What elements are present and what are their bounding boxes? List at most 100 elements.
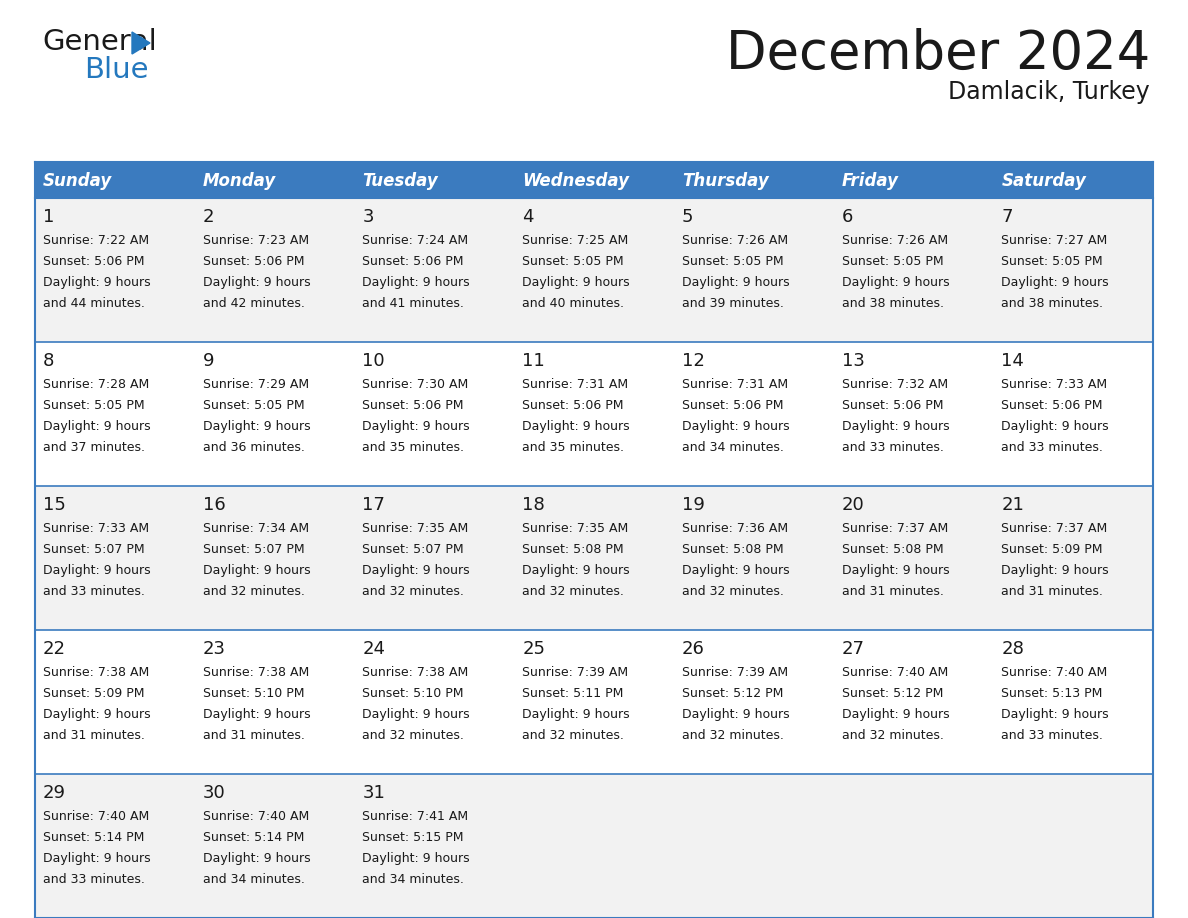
Text: 27: 27 — [841, 640, 865, 658]
Bar — [514, 774, 674, 918]
Text: Sunset: 5:05 PM: Sunset: 5:05 PM — [841, 255, 943, 268]
Text: Sunset: 5:05 PM: Sunset: 5:05 PM — [203, 399, 304, 412]
Text: Sunrise: 7:33 AM: Sunrise: 7:33 AM — [1001, 378, 1107, 391]
Text: Daylight: 9 hours: Daylight: 9 hours — [203, 276, 310, 289]
Text: and 33 minutes.: and 33 minutes. — [1001, 441, 1104, 454]
Text: Sunrise: 7:29 AM: Sunrise: 7:29 AM — [203, 378, 309, 391]
Text: and 33 minutes.: and 33 minutes. — [43, 873, 145, 886]
Polygon shape — [132, 32, 150, 54]
Text: Sunrise: 7:35 AM: Sunrise: 7:35 AM — [523, 522, 628, 535]
Text: and 31 minutes.: and 31 minutes. — [43, 729, 145, 742]
Text: Blue: Blue — [84, 56, 148, 84]
Bar — [674, 630, 834, 774]
Bar — [354, 774, 514, 918]
Text: 8: 8 — [43, 352, 55, 370]
Text: Sunset: 5:05 PM: Sunset: 5:05 PM — [43, 399, 145, 412]
Text: Wednesday: Wednesday — [523, 172, 630, 190]
Text: Daylight: 9 hours: Daylight: 9 hours — [43, 852, 151, 865]
Text: Sunset: 5:08 PM: Sunset: 5:08 PM — [523, 543, 624, 556]
Text: Daylight: 9 hours: Daylight: 9 hours — [841, 708, 949, 721]
Text: Sunrise: 7:31 AM: Sunrise: 7:31 AM — [523, 378, 628, 391]
Text: Sunset: 5:07 PM: Sunset: 5:07 PM — [362, 543, 465, 556]
Text: Daylight: 9 hours: Daylight: 9 hours — [682, 708, 790, 721]
Text: Daylight: 9 hours: Daylight: 9 hours — [203, 420, 310, 433]
Text: Sunrise: 7:40 AM: Sunrise: 7:40 AM — [203, 810, 309, 823]
Bar — [34, 162, 195, 198]
Bar — [674, 486, 834, 630]
Text: 13: 13 — [841, 352, 865, 370]
Text: and 35 minutes.: and 35 minutes. — [362, 441, 465, 454]
Text: 24: 24 — [362, 640, 385, 658]
Bar — [195, 162, 354, 198]
Text: Thursday: Thursday — [682, 172, 769, 190]
Text: Daylight: 9 hours: Daylight: 9 hours — [841, 276, 949, 289]
Text: and 37 minutes.: and 37 minutes. — [43, 441, 145, 454]
Text: Sunrise: 7:40 AM: Sunrise: 7:40 AM — [1001, 666, 1107, 679]
Text: Daylight: 9 hours: Daylight: 9 hours — [203, 708, 310, 721]
Text: Sunset: 5:06 PM: Sunset: 5:06 PM — [841, 399, 943, 412]
Text: Sunset: 5:09 PM: Sunset: 5:09 PM — [43, 687, 145, 700]
Text: Sunrise: 7:25 AM: Sunrise: 7:25 AM — [523, 234, 628, 247]
Bar — [834, 342, 993, 486]
Text: 7: 7 — [1001, 208, 1013, 226]
Text: Sunset: 5:05 PM: Sunset: 5:05 PM — [1001, 255, 1102, 268]
Text: and 32 minutes.: and 32 minutes. — [682, 729, 784, 742]
Text: Sunrise: 7:40 AM: Sunrise: 7:40 AM — [841, 666, 948, 679]
Text: Daylight: 9 hours: Daylight: 9 hours — [43, 564, 151, 577]
Bar — [514, 198, 674, 342]
Text: 21: 21 — [1001, 496, 1024, 514]
Bar — [993, 774, 1154, 918]
Text: Sunrise: 7:35 AM: Sunrise: 7:35 AM — [362, 522, 469, 535]
Text: Sunrise: 7:38 AM: Sunrise: 7:38 AM — [203, 666, 309, 679]
Text: 2: 2 — [203, 208, 214, 226]
Text: and 32 minutes.: and 32 minutes. — [841, 729, 943, 742]
Text: Daylight: 9 hours: Daylight: 9 hours — [362, 420, 470, 433]
Bar — [34, 342, 195, 486]
Bar — [514, 342, 674, 486]
Text: 3: 3 — [362, 208, 374, 226]
Text: 28: 28 — [1001, 640, 1024, 658]
Text: and 33 minutes.: and 33 minutes. — [43, 585, 145, 598]
Text: Sunrise: 7:32 AM: Sunrise: 7:32 AM — [841, 378, 948, 391]
Text: 14: 14 — [1001, 352, 1024, 370]
Text: Daylight: 9 hours: Daylight: 9 hours — [523, 420, 630, 433]
Bar — [354, 198, 514, 342]
Text: and 40 minutes.: and 40 minutes. — [523, 297, 624, 310]
Text: 4: 4 — [523, 208, 533, 226]
Text: Sunset: 5:15 PM: Sunset: 5:15 PM — [362, 831, 465, 844]
Text: Sunset: 5:06 PM: Sunset: 5:06 PM — [682, 399, 783, 412]
Text: Daylight: 9 hours: Daylight: 9 hours — [203, 852, 310, 865]
Text: Sunset: 5:10 PM: Sunset: 5:10 PM — [362, 687, 465, 700]
Text: Sunrise: 7:36 AM: Sunrise: 7:36 AM — [682, 522, 788, 535]
Text: and 42 minutes.: and 42 minutes. — [203, 297, 304, 310]
Bar — [834, 774, 993, 918]
Text: Sunset: 5:14 PM: Sunset: 5:14 PM — [203, 831, 304, 844]
Bar — [834, 486, 993, 630]
Bar — [834, 198, 993, 342]
Text: and 33 minutes.: and 33 minutes. — [1001, 729, 1104, 742]
Text: Daylight: 9 hours: Daylight: 9 hours — [362, 852, 470, 865]
Text: Daylight: 9 hours: Daylight: 9 hours — [43, 276, 151, 289]
Text: and 33 minutes.: and 33 minutes. — [841, 441, 943, 454]
Text: Friday: Friday — [841, 172, 898, 190]
Text: Sunrise: 7:26 AM: Sunrise: 7:26 AM — [682, 234, 788, 247]
Text: Sunset: 5:06 PM: Sunset: 5:06 PM — [523, 399, 624, 412]
Bar — [195, 630, 354, 774]
Text: and 38 minutes.: and 38 minutes. — [841, 297, 943, 310]
Text: Sunrise: 7:33 AM: Sunrise: 7:33 AM — [43, 522, 150, 535]
Text: Sunset: 5:08 PM: Sunset: 5:08 PM — [841, 543, 943, 556]
Bar — [514, 630, 674, 774]
Text: 6: 6 — [841, 208, 853, 226]
Text: 15: 15 — [43, 496, 65, 514]
Text: Daylight: 9 hours: Daylight: 9 hours — [43, 708, 151, 721]
Text: Sunset: 5:12 PM: Sunset: 5:12 PM — [841, 687, 943, 700]
Text: Sunrise: 7:41 AM: Sunrise: 7:41 AM — [362, 810, 468, 823]
Text: Daylight: 9 hours: Daylight: 9 hours — [1001, 708, 1108, 721]
Text: Sunset: 5:08 PM: Sunset: 5:08 PM — [682, 543, 783, 556]
Bar — [34, 486, 195, 630]
Text: 31: 31 — [362, 784, 385, 802]
Bar — [514, 162, 674, 198]
Text: 10: 10 — [362, 352, 385, 370]
Text: 11: 11 — [523, 352, 545, 370]
Bar — [34, 774, 195, 918]
